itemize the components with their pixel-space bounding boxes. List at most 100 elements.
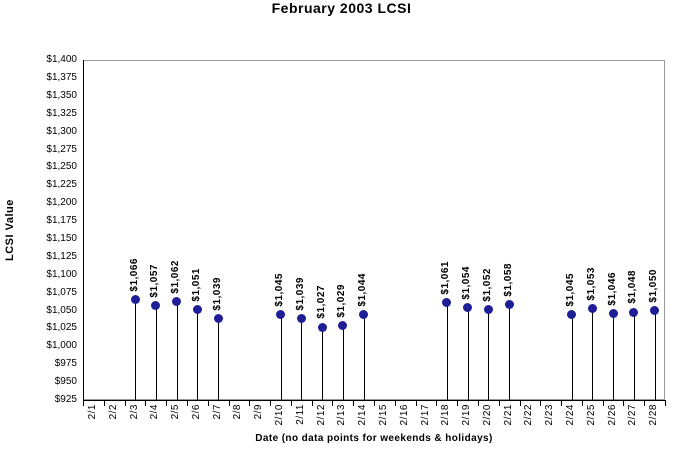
x-axis-tick — [124, 400, 126, 406]
x-tick-label: 2/2 — [107, 404, 119, 420]
y-tick-label: $1,275 — [46, 143, 77, 155]
data-point-label: $1,046 — [606, 271, 618, 306]
data-point-label: $1,050 — [648, 268, 660, 303]
x-axis-tick — [332, 400, 334, 406]
data-point-marker — [650, 306, 660, 315]
drop-line — [571, 314, 573, 400]
x-axis-tick — [540, 400, 542, 406]
y-tick-label: $1,000 — [46, 340, 77, 352]
x-tick-label: 2/6 — [190, 404, 202, 420]
x-axis-title: Date (no data points for weekends & holi… — [255, 433, 493, 444]
data-point-label: $1,051 — [190, 268, 202, 302]
drop-line — [322, 327, 323, 400]
y-tick-label: $1,375 — [46, 71, 77, 83]
x-axis-tick — [166, 400, 168, 406]
x-axis-tick — [623, 400, 625, 406]
x-tick-label: 2/5 — [170, 404, 181, 420]
data-point-label: $1,058 — [502, 263, 514, 297]
data-point-label: $1,044 — [357, 273, 369, 307]
data-point-label: $1,054 — [461, 266, 472, 300]
y-tick-label: $1,350 — [46, 89, 77, 101]
y-tick-label: $1,250 — [46, 161, 77, 173]
y-tick-label: $1,150 — [46, 232, 77, 244]
x-tick-label: 2/3 — [128, 404, 140, 420]
data-point-label: $1,029 — [336, 284, 348, 318]
drop-line — [280, 314, 282, 400]
drop-line — [135, 299, 136, 400]
x-axis-tick — [290, 400, 292, 406]
data-point-marker — [359, 310, 369, 320]
drop-line — [488, 309, 490, 400]
y-tick-label: $1,100 — [46, 268, 77, 280]
data-point-marker — [130, 294, 140, 304]
x-axis-tick — [394, 400, 396, 406]
drop-line — [613, 313, 614, 400]
data-point-marker — [317, 322, 327, 332]
x-axis-tick — [83, 400, 84, 406]
x-axis-tick — [581, 400, 583, 406]
data-point-label: $1,045 — [274, 272, 285, 307]
plot-border — [83, 60, 665, 400]
x-tick-label: 2/13 — [336, 404, 348, 426]
x-axis-tick — [228, 400, 230, 406]
x-axis-tick — [353, 400, 355, 406]
data-point-marker — [213, 313, 223, 323]
drop-line — [155, 305, 157, 400]
x-axis-tick — [561, 400, 563, 406]
x-axis-tick — [644, 400, 646, 406]
x-tick-label: 2/21 — [502, 404, 514, 426]
y-tick-label: $1,125 — [46, 250, 77, 262]
y-tick-label: $1,050 — [46, 304, 77, 316]
data-point-label: $1,039 — [294, 276, 306, 311]
x-axis-tick — [249, 400, 251, 406]
data-point-label: $1,062 — [170, 260, 181, 294]
drop-line — [363, 314, 365, 400]
drop-line — [342, 325, 344, 400]
drop-line — [467, 307, 469, 400]
y-tick-label: $1,325 — [46, 107, 77, 119]
x-tick-label: 2/8 — [232, 404, 244, 420]
x-tick-label: 2/7 — [211, 404, 223, 420]
data-point-label: $1,045 — [565, 272, 576, 307]
x-axis-tick — [415, 400, 417, 406]
drop-line — [509, 304, 511, 400]
y-tick-label: $1,175 — [46, 215, 77, 227]
x-axis-tick — [207, 400, 209, 406]
x-axis-tick — [145, 400, 147, 406]
x-tick-label: 2/15 — [377, 404, 389, 426]
data-point-marker — [608, 308, 618, 318]
x-tick-label: 2/11 — [294, 404, 306, 425]
x-axis-tick — [186, 400, 188, 406]
x-tick-label: 2/28 — [648, 404, 660, 426]
x-tick-label: 2/20 — [481, 404, 493, 426]
data-point-label: $1,048 — [627, 270, 639, 304]
x-tick-label: 2/19 — [461, 404, 472, 426]
x-tick-label: 2/9 — [253, 404, 265, 420]
drop-line — [218, 318, 220, 400]
y-tick-label: $975 — [54, 358, 77, 370]
x-axis-tick — [374, 400, 375, 406]
drop-line — [176, 301, 178, 400]
data-point-marker — [276, 309, 285, 319]
drop-line — [197, 309, 199, 400]
y-tick-label: $950 — [54, 376, 77, 388]
data-point-label: $1,027 — [315, 285, 327, 319]
x-tick-label: 2/23 — [544, 404, 556, 426]
x-axis-tick — [498, 400, 500, 406]
drop-line — [654, 310, 656, 400]
x-tick-label: 2/27 — [627, 404, 639, 426]
y-axis-line — [83, 60, 84, 401]
data-point-marker — [587, 303, 597, 313]
data-point-label: $1,052 — [481, 267, 493, 302]
x-tick-label: 2/25 — [585, 404, 597, 426]
x-tick-label: 2/16 — [398, 404, 410, 426]
data-point-label: $1,039 — [211, 276, 223, 311]
x-tick-label: 2/26 — [606, 404, 618, 426]
x-tick-label: 2/17 — [419, 404, 431, 426]
y-tick-label: $1,025 — [46, 322, 77, 334]
drop-line — [446, 302, 448, 400]
drop-line — [301, 318, 303, 400]
data-point-label: $1,057 — [149, 263, 161, 298]
x-tick-label: 2/18 — [440, 404, 452, 426]
